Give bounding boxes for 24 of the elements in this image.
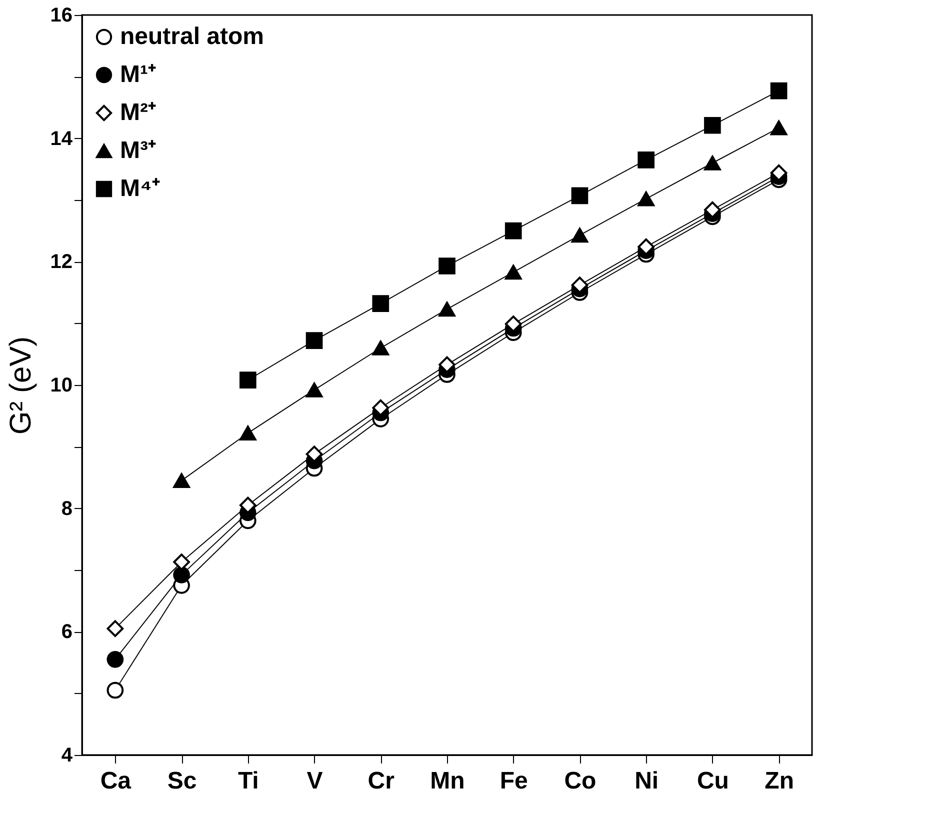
legend-label: neutral atom	[120, 23, 264, 50]
x-tick-label: Zn	[764, 768, 794, 794]
y-axis-title: G² (eV)	[4, 336, 38, 435]
legend-label: M³⁺	[120, 137, 156, 164]
x-tick-label: V	[306, 768, 323, 794]
legend-label: M¹⁺	[120, 61, 156, 88]
x-tick-label: Sc	[167, 768, 197, 794]
y-tick-label: 16	[50, 4, 72, 26]
x-tick-label: Ni	[634, 768, 659, 794]
x-tick-label: Co	[564, 768, 596, 794]
y-tick-label: 14	[50, 128, 74, 150]
x-tick-label: Cu	[696, 768, 729, 794]
legend-label: M²⁺	[120, 99, 156, 126]
y-tick-label: 4	[61, 744, 74, 766]
x-tick-label: Mn	[430, 768, 465, 794]
x-tick-label: Cr	[368, 768, 394, 794]
y-tick-label: 8	[61, 498, 72, 520]
x-tick-label: Ti	[238, 768, 259, 794]
x-tick-label: Ca	[100, 768, 132, 794]
y-tick-label: 10	[50, 374, 72, 396]
y-tick-label: 6	[61, 621, 72, 644]
legend-label: M⁴⁺	[120, 175, 160, 202]
x-tick-label: Fe	[500, 768, 528, 794]
y-tick-label: 12	[50, 251, 72, 274]
